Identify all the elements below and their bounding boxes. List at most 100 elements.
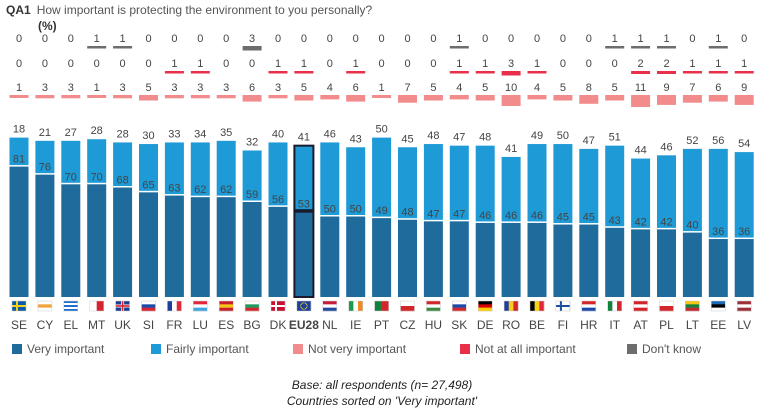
bar-very-important-dk xyxy=(268,206,288,297)
value-label-very-important-bg: 59 xyxy=(246,189,258,201)
bar-very-important-lu xyxy=(190,197,210,297)
bar-very-important-sk xyxy=(449,221,469,297)
bar-very-important-lt xyxy=(682,232,702,297)
value-label-not-very-important-fi: 5 xyxy=(560,82,566,94)
bar-not-at-all-important-de xyxy=(475,71,495,74)
bar-not-very-important-el xyxy=(61,95,81,99)
value-label-not-very-important-es: 3 xyxy=(223,82,229,94)
value-label-fairly-important-uk: 28 xyxy=(116,128,128,140)
value-label-very-important-ee: 36 xyxy=(712,226,724,238)
flag-nl xyxy=(322,300,338,312)
bar-don-t-know-at xyxy=(631,46,651,49)
value-label-not-at-all-important-pt: 0 xyxy=(379,58,385,70)
category-label-si: SI xyxy=(143,318,154,332)
bar-not-very-important-eu28 xyxy=(294,95,314,101)
value-label-not-at-all-important-se: 0 xyxy=(16,58,22,70)
category-label-at: AT xyxy=(633,318,648,332)
bar-not-at-all-important-eu28 xyxy=(294,71,314,74)
value-label-fairly-important-lt: 52 xyxy=(686,135,698,147)
bar-fairly-important-hu xyxy=(423,144,443,220)
bar-fairly-important-hr xyxy=(579,148,599,224)
value-label-not-very-important-hu: 5 xyxy=(430,82,436,94)
bar-not-very-important-sk xyxy=(449,95,469,100)
legend-label-not-very-important: Not very important xyxy=(308,342,407,356)
flag-pl xyxy=(659,300,674,312)
question-text: How important is protecting the environm… xyxy=(36,3,373,17)
flag-eu28 xyxy=(296,300,312,312)
category-label-dk: DK xyxy=(270,318,287,332)
flag-el xyxy=(63,300,79,312)
question-code: QA1 xyxy=(6,3,31,17)
bar-very-important-si xyxy=(139,192,158,297)
value-label-don-t-know-si: 0 xyxy=(145,33,151,45)
flag-es xyxy=(218,300,234,312)
value-label-don-t-know-at: 1 xyxy=(638,33,644,45)
flag-fi xyxy=(555,300,571,312)
bar-very-important-es xyxy=(216,197,236,297)
category-label-be: BE xyxy=(529,318,545,332)
value-label-don-t-know-de: 0 xyxy=(482,33,488,45)
bar-very-important-hr xyxy=(579,224,599,297)
value-label-not-at-all-important-lv: 1 xyxy=(741,58,747,70)
legend-label-don-t-know: Don't know xyxy=(642,342,701,356)
value-label-not-at-all-important-ie: 1 xyxy=(353,58,359,70)
value-label-don-t-know-pl: 1 xyxy=(663,33,669,45)
flag-mt xyxy=(89,300,104,312)
legend-item-very-important: Very important xyxy=(12,342,104,356)
bar-very-important-bg xyxy=(242,202,262,297)
bar-very-important-fr xyxy=(164,195,184,297)
value-label-don-t-know-fi: 0 xyxy=(560,33,566,45)
value-label-not-at-all-important-de: 1 xyxy=(482,58,488,70)
value-label-fairly-important-ee: 56 xyxy=(712,135,724,147)
value-label-very-important-pl: 42 xyxy=(660,216,672,228)
value-label-don-t-know-it: 1 xyxy=(612,33,618,45)
bar-fairly-important-mt xyxy=(87,139,107,183)
bar-fairly-important-cz xyxy=(398,147,417,219)
legend-swatch-not-at-all-important xyxy=(460,344,470,354)
bar-fairly-important-se xyxy=(9,137,29,166)
value-label-fairly-important-es: 35 xyxy=(220,127,232,139)
bar-don-t-know-pl xyxy=(657,46,676,49)
bar-not-at-all-important-pl xyxy=(657,71,676,74)
value-label-fairly-important-hu: 48 xyxy=(427,130,439,142)
value-label-not-very-important-cz: 7 xyxy=(404,82,410,94)
bar-fairly-important-ie xyxy=(346,147,366,215)
bar-don-t-know-bg xyxy=(242,46,262,51)
bar-not-at-all-important-fr xyxy=(164,71,184,74)
footnote: Base: all respondents (n= 27,498) Countr… xyxy=(0,377,764,409)
value-label-very-important-el: 70 xyxy=(65,171,77,183)
value-label-not-very-important-si: 5 xyxy=(145,82,151,94)
value-label-fairly-important-de: 48 xyxy=(479,132,491,144)
bar-not-very-important-ro xyxy=(501,95,521,106)
bar-not-very-important-mt xyxy=(87,95,107,98)
value-label-not-very-important-fr: 3 xyxy=(171,82,177,94)
value-label-not-very-important-bg: 6 xyxy=(249,82,255,94)
bar-not-very-important-de xyxy=(475,95,495,101)
value-label-not-very-important-ee: 6 xyxy=(715,82,721,94)
value-label-not-at-all-important-fi: 0 xyxy=(560,58,566,70)
value-label-not-at-all-important-ee: 1 xyxy=(715,58,721,70)
flag-dk xyxy=(270,300,286,312)
value-label-not-at-all-important-uk: 0 xyxy=(120,58,126,70)
bar-not-very-important-dk xyxy=(268,95,288,99)
legend-label-not-at-all-important: Not at all important xyxy=(475,342,576,356)
bar-fairly-important-si xyxy=(139,144,158,191)
flag-lu xyxy=(193,300,208,312)
value-label-not-very-important-ie: 6 xyxy=(353,82,359,94)
value-label-not-very-important-cy: 3 xyxy=(42,82,48,94)
bar-fairly-important-at xyxy=(631,158,651,228)
value-label-not-very-important-el: 3 xyxy=(68,82,74,94)
value-label-very-important-ro: 46 xyxy=(505,210,517,222)
value-label-not-at-all-important-lu: 1 xyxy=(197,58,203,70)
bar-fairly-important-lv xyxy=(734,152,754,238)
value-label-not-very-important-it: 5 xyxy=(612,82,618,94)
category-label-nl: NL xyxy=(322,318,338,332)
category-label-cz: CZ xyxy=(400,318,416,332)
value-label-don-t-know-eu28: 0 xyxy=(301,33,307,45)
bar-don-t-know-sk xyxy=(449,46,469,49)
flag-at xyxy=(633,300,648,312)
value-label-fairly-important-eu28: 41 xyxy=(298,132,310,144)
value-label-very-important-ie: 50 xyxy=(350,204,362,216)
bar-fairly-important-lt xyxy=(682,148,702,232)
value-label-don-t-know-ie: 0 xyxy=(353,33,359,45)
